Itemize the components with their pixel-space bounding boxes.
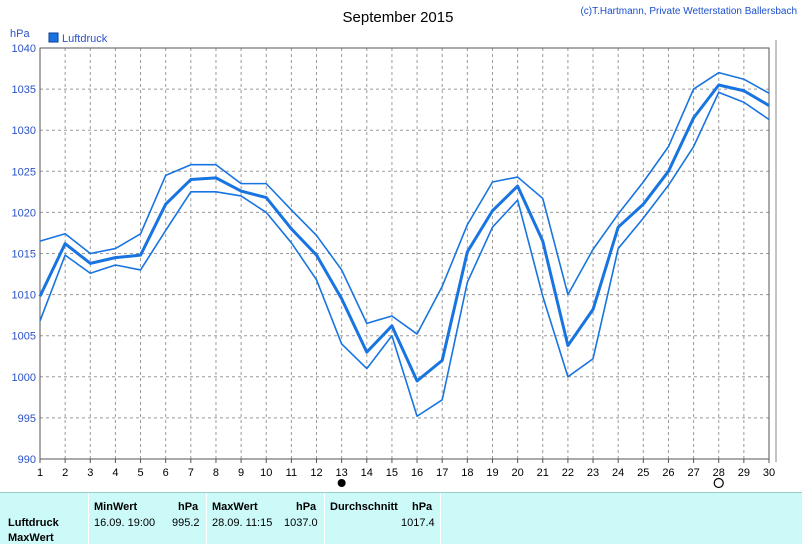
x-tick-label: 10 (260, 467, 272, 479)
new-moon-icon (337, 479, 346, 487)
avg-header: Durchschnitt (330, 501, 398, 513)
series-line-luftdruck (38, 83, 770, 383)
x-tick-label: 6 (163, 467, 169, 479)
x-tick-label: 27 (687, 467, 699, 479)
x-tick-label: 13 (336, 467, 348, 479)
copyright-note: (c)T.Hartmann, Private Wetterstation Bal… (580, 6, 797, 17)
max-time: 28.09. 11:15 (212, 517, 273, 529)
x-tick-label: 17 (436, 467, 448, 479)
x-tick-label: 12 (310, 467, 322, 479)
series-lines (38, 71, 770, 418)
full-moon-icon (713, 477, 724, 489)
divider (206, 493, 207, 544)
grid (40, 48, 769, 459)
statistics-panel: MinWert hPa MaxWert hPa Durchschnitt hPa… (0, 492, 802, 544)
axes: 9909951000100510101015102010251030103510… (12, 43, 776, 479)
x-tick-label: 29 (738, 467, 750, 479)
y-tick-label: 1040 (12, 43, 36, 55)
y-tick-label: 990 (18, 454, 36, 466)
chart-title: September 2015 (343, 9, 454, 26)
x-tick-label: 28 (713, 467, 725, 479)
min-unit: hPa (178, 501, 199, 513)
avg-value: 1017.4 (401, 517, 435, 529)
y-tick-label: 1000 (12, 372, 36, 384)
x-tick-label: 21 (537, 467, 549, 479)
y-tick-label: 1035 (12, 84, 36, 96)
max-unit: hPa (296, 501, 317, 513)
x-tick-label: 5 (137, 467, 143, 479)
row2-label: MaxWert (8, 532, 54, 544)
max-header: MaxWert (212, 501, 258, 513)
day-markers (337, 477, 724, 489)
x-tick-label: 7 (188, 467, 194, 479)
x-tick-label: 4 (112, 467, 118, 479)
avg-unit: hPa (412, 501, 433, 513)
x-tick-label: 25 (637, 467, 649, 479)
series-line-envelope (39, 71, 770, 335)
y-tick-label: 1010 (12, 290, 36, 302)
x-tick-label: 15 (386, 467, 398, 479)
x-tick-label: 1 (37, 467, 43, 479)
x-tick-label: 20 (511, 467, 523, 479)
x-tick-label: 3 (87, 467, 93, 479)
x-tick-label: 23 (587, 467, 599, 479)
legend-swatch (48, 32, 59, 43)
x-tick-label: 22 (562, 467, 574, 479)
y-tick-label: 1015 (12, 249, 36, 261)
min-time: 16.09. 19:00 (94, 517, 156, 529)
x-tick-label: 8 (213, 467, 219, 479)
divider (324, 493, 325, 544)
divider (88, 493, 89, 544)
x-tick-label: 19 (486, 467, 498, 479)
y-tick-label: 995 (18, 413, 36, 425)
y-axis-unit: hPa (10, 28, 30, 40)
max-value: 1037.0 (284, 517, 318, 529)
x-tick-label: 11 (286, 467, 297, 479)
pressure-chart: September 2015 (c)T.Hartmann, Private We… (10, 6, 797, 489)
x-tick-label: 16 (411, 467, 423, 479)
min-value: 995.2 (172, 517, 200, 529)
y-tick-label: 1005 (12, 331, 36, 343)
plot-frame (39, 47, 770, 460)
x-tick-label: 26 (662, 467, 674, 479)
y-tick-label: 1025 (12, 166, 36, 178)
x-tick-label: 2 (62, 467, 68, 479)
x-tick-label: 24 (612, 467, 624, 479)
series-line-envelope (39, 91, 770, 418)
x-tick-label: 18 (461, 467, 473, 479)
min-header: MinWert (94, 501, 138, 513)
x-tick-label: 30 (763, 467, 775, 479)
y-tick-label: 1020 (12, 207, 36, 219)
row-label: Luftdruck (8, 517, 59, 529)
y-tick-label: 1030 (12, 125, 36, 137)
x-tick-label: 9 (238, 467, 244, 479)
legend-label: Luftdruck (62, 33, 108, 45)
divider (440, 493, 441, 544)
x-tick-label: 14 (361, 467, 373, 479)
